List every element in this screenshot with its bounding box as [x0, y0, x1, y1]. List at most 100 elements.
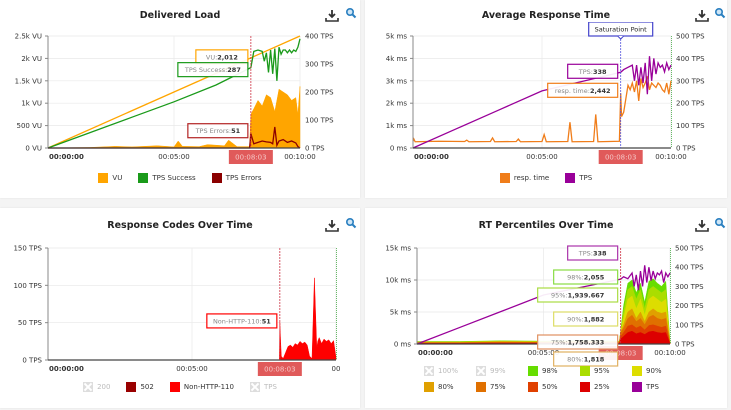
- x-tick-label: 00:00:00: [49, 365, 84, 373]
- svg-text:Saturation Point: Saturation Point: [595, 26, 648, 34]
- legend-label: TPS: [263, 383, 277, 391]
- y-right-tick-label: 0 TPS: [676, 145, 696, 153]
- y-left-tick-label: 0 TPS: [22, 357, 42, 365]
- chart-card-rt-percentiles: RT Percentiles Over Time 0 ms 5k ms 10k ms…: [365, 208, 727, 408]
- legend-swatch: [126, 382, 137, 392]
- legend-item-non-http-110[interactable]: Non-HTTP-110: [169, 382, 234, 392]
- download-icon[interactable]: [325, 218, 339, 232]
- tooltip-98-: 98%:2,055: [553, 269, 619, 285]
- y-left-tick-label: 5k ms: [390, 309, 412, 317]
- legend-item-502[interactable]: 502: [126, 382, 154, 392]
- legend-label: TPS Errors: [225, 174, 262, 182]
- legend-label: 75%: [490, 383, 506, 391]
- chart-svg: 0 ms 5k ms 10k ms 15k ms 0 TPS 100 TPS 200 TPS…: [385, 245, 704, 367]
- crosshair-x-badge: [228, 150, 273, 164]
- chart-title: Response Codes Over Time: [107, 220, 253, 231]
- y-right-tick-label: 500 TPS: [676, 33, 705, 41]
- legend-item-95-[interactable]: 95%: [580, 366, 624, 376]
- legend-label: 98%: [542, 367, 558, 375]
- chart-legend: 200 502 Non-HTTP-110 TPS: [0, 382, 360, 392]
- y-right-tick-label: 200 TPS: [305, 89, 334, 97]
- svg-text:Non-HTTP-110:51: Non-HTTP-110:51: [213, 317, 271, 325]
- download-icon[interactable]: [325, 8, 339, 22]
- legend-item-98-[interactable]: 98%: [528, 366, 572, 376]
- y-right-tick-label: 300 TPS: [676, 77, 705, 85]
- y-left-tick-label: 50 TPS: [18, 319, 43, 327]
- svg-text:TPS:338: TPS:338: [578, 68, 607, 76]
- legend-label: TPS: [579, 174, 593, 182]
- legend-item-75-[interactable]: 75%: [476, 382, 520, 392]
- legend-item-200[interactable]: 200: [83, 382, 110, 392]
- legend-item-vu[interactable]: VU: [98, 173, 122, 183]
- tooltip-vu: VU:2,012: [195, 49, 249, 65]
- crosshair-x-label: 00:08:03: [605, 350, 636, 358]
- tooltip-80-: 80%:1,818: [553, 351, 619, 367]
- legend-item-25-[interactable]: 25%: [580, 382, 624, 392]
- legend-swatch: [528, 366, 538, 376]
- legend-swatch: [138, 173, 149, 183]
- y-right-tick-label: 100 TPS: [305, 117, 334, 125]
- legend-item-resp-time[interactable]: resp. time: [499, 173, 550, 183]
- legend-item-tps-success[interactable]: TPS Success: [138, 173, 196, 183]
- x-tick-label: 00:10:00: [284, 153, 315, 161]
- svg-text:75%:1,758.333: 75%:1,758.333: [551, 339, 604, 347]
- y-right-tick-label: 500 TPS: [675, 245, 704, 253]
- y-right-tick-label: 200 TPS: [675, 302, 704, 310]
- legend-label: resp. time: [513, 174, 550, 182]
- series-line-resp-time: [412, 76, 672, 143]
- svg-text:TPS Errors:51: TPS Errors:51: [195, 127, 241, 135]
- zoom-icon[interactable]: [345, 214, 359, 229]
- tooltip-resp-time: resp. time:2,442: [547, 82, 619, 98]
- legend-label: 100%: [438, 367, 459, 375]
- tooltip-tps-success: TPS Success:287: [177, 62, 249, 78]
- y-left-tick-label: 500 VU: [17, 122, 43, 130]
- chart-title: Delivered Load: [139, 10, 221, 21]
- series-line-tps-success: [47, 38, 301, 149]
- x-tick-label: 00:05:00: [176, 365, 207, 373]
- svg-text:resp. time:2,442: resp. time:2,442: [555, 87, 611, 95]
- legend-swatch: [565, 173, 576, 183]
- y-left-tick-label: 10k ms: [385, 277, 411, 285]
- chart-card-response-codes: Response Codes Over Time 0 TPS 50 TPS 100 …: [0, 208, 360, 408]
- x-tick-label: 00:05:00: [158, 153, 189, 161]
- series-area-vu-area: [47, 86, 301, 149]
- chart-legend: resp. time TPS: [365, 173, 727, 183]
- legend-item-80-[interactable]: 80%: [424, 382, 468, 392]
- legend-label: Non-HTTP-110: [183, 383, 234, 391]
- legend-swatch: [249, 382, 260, 392]
- legend-item-50-[interactable]: 50%: [528, 382, 572, 392]
- legend-item-90-[interactable]: 90%: [632, 366, 676, 376]
- y-left-tick-label: 2k ms: [386, 100, 408, 108]
- legend-item-tps[interactable]: TPS: [632, 382, 676, 392]
- x-tick-label: 00:05:00: [526, 153, 557, 161]
- legend-item-tps[interactable]: TPS: [565, 173, 592, 183]
- series-area-25-: [416, 330, 671, 345]
- download-icon[interactable]: [695, 8, 709, 22]
- legend-label: TPS: [646, 383, 659, 391]
- svg-text:TPS Success:287: TPS Success:287: [184, 66, 241, 74]
- chart-card-delivered-load: Delivered Load 0 VU 500 VU 1k VU 1.5k VU 2k …: [0, 0, 360, 198]
- legend-item-99-[interactable]: 99%: [476, 366, 520, 376]
- legend-item-tps[interactable]: TPS: [249, 382, 277, 392]
- tooltip-non-http-110: Non-HTTP-110:51: [206, 313, 278, 329]
- y-left-tick-label: 0 VU: [25, 145, 42, 153]
- svg-text:95%:1,939.667: 95%:1,939.667: [551, 292, 604, 300]
- y-right-tick-label: 0 TPS: [305, 145, 325, 153]
- download-icon[interactable]: [695, 218, 709, 232]
- legend-item-100-[interactable]: 100%: [424, 366, 468, 376]
- tooltip-tps: TPS:338: [567, 245, 619, 261]
- y-left-tick-label: 0 ms: [390, 145, 407, 153]
- y-right-tick-label: 100 TPS: [676, 122, 705, 130]
- legend-label: 99%: [490, 367, 506, 375]
- zoom-icon[interactable]: [714, 4, 728, 19]
- zoom-icon[interactable]: [714, 214, 728, 229]
- y-right-tick-label: 200 TPS: [676, 100, 705, 108]
- legend-item-tps-errors[interactable]: TPS Errors: [211, 173, 262, 183]
- tooltip-90-: 90%:1,882: [553, 311, 619, 327]
- legend-label: TPS Success: [152, 174, 196, 182]
- legend-label: 50%: [542, 383, 558, 391]
- y-left-tick-label: 100 TPS: [13, 282, 42, 290]
- zoom-icon[interactable]: [345, 4, 359, 19]
- y-left-tick-label: 2.5k VU: [15, 33, 42, 41]
- tooltip-tps: TPS:338: [567, 63, 619, 79]
